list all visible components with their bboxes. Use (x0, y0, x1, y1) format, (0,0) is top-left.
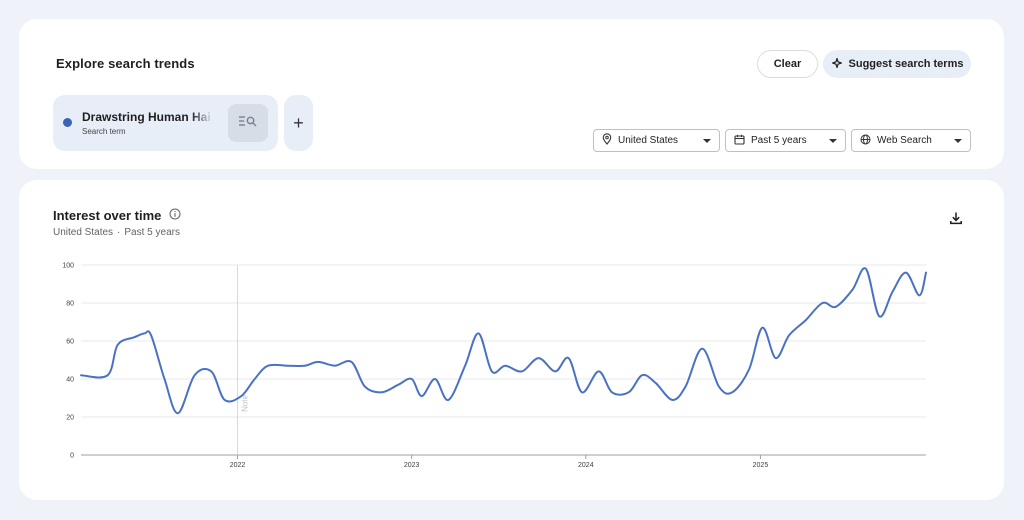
y-tick-label: 60 (66, 339, 74, 346)
subtitle-time: Past 5 years (124, 227, 180, 238)
x-tick-label: 2023 (404, 462, 420, 469)
subtitle-separator: · (117, 227, 121, 238)
download-button[interactable] (947, 211, 965, 229)
chart-gridlines (81, 264, 926, 456)
chevron-down-icon (703, 138, 711, 143)
plus-icon: + (293, 112, 304, 133)
chart-annotation[interactable]: Note (236, 265, 249, 455)
suggest-label: Suggest search terms (848, 58, 964, 70)
y-tick-label: 40 (66, 377, 74, 384)
interest-title: Interest over time (53, 208, 162, 223)
interest-line-chart: 0 20 40 60 80 100 2022 2023 2024 2025 Note (62, 263, 927, 469)
y-tick-label: 100 (62, 263, 74, 270)
y-tick-label: 80 (66, 301, 74, 308)
term-name-fade (191, 107, 213, 127)
suggest-search-terms-button[interactable]: Suggest search terms (823, 50, 971, 78)
explore-card: Explore search trends Clear Suggest sear… (19, 19, 1004, 169)
y-axis-ticks: 0 20 40 60 80 100 (62, 263, 74, 460)
chevron-down-icon (829, 138, 837, 143)
term-type: Search term (82, 127, 126, 136)
series-line (80, 267, 927, 415)
interest-subtitle: United States · Past 5 years (53, 227, 180, 238)
add-term-button[interactable]: + (284, 95, 313, 151)
location-value: United States (618, 135, 679, 146)
chevron-down-icon (954, 138, 962, 143)
location-dropdown[interactable]: United States (593, 129, 720, 152)
search-property-dropdown[interactable]: Web Search (851, 129, 971, 152)
term-color-dot (63, 118, 72, 127)
sparkle-icon (831, 57, 843, 72)
list-search-icon (238, 114, 258, 133)
x-tick-label: 2022 (230, 462, 246, 469)
interest-header: Interest over time (53, 208, 181, 223)
search-term-chip[interactable]: Drawstring Human Hair Search term (53, 95, 278, 151)
y-tick-label: 20 (66, 415, 74, 422)
info-icon[interactable] (169, 208, 181, 223)
x-axis-ticks: 2022 2023 2024 2025 (230, 455, 769, 469)
annotation-label[interactable]: Note (240, 394, 249, 411)
explore-title: Explore search trends (56, 56, 195, 71)
globe-icon (860, 134, 871, 148)
x-tick-label: 2024 (578, 462, 594, 469)
chart-series (80, 267, 927, 415)
clear-label: Clear (773, 58, 802, 70)
y-tick-label: 0 (70, 453, 74, 460)
x-tick-label: 2025 (753, 462, 769, 469)
term-options-button[interactable] (228, 104, 268, 142)
calendar-icon (734, 134, 745, 148)
search-property-value: Web Search (877, 135, 932, 146)
location-pin-icon (602, 133, 612, 148)
download-icon (949, 211, 963, 230)
clear-button[interactable]: Clear (757, 50, 818, 78)
term-name[interactable]: Drawstring Human Hair (82, 110, 210, 124)
interest-over-time-card: Interest over time United States · Past … (19, 180, 1004, 500)
subtitle-geo: United States (53, 227, 114, 238)
time-range-value: Past 5 years (751, 135, 807, 146)
time-range-dropdown[interactable]: Past 5 years (725, 129, 846, 152)
